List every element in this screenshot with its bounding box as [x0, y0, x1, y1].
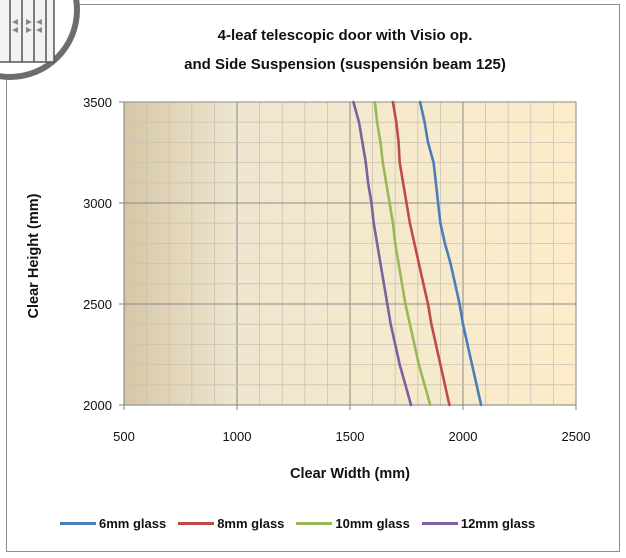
legend-swatch: [421, 522, 458, 525]
legend-item-3: 10mm glass: [296, 516, 410, 531]
legend-item-2: 8mm glass: [178, 516, 284, 531]
legend-label: 8mm glass: [217, 516, 285, 531]
y-tick-label: 3500: [83, 95, 112, 110]
chart-title-line2: and Side Suspension (suspensión beam 125…: [184, 56, 506, 73]
x-tick-label: 500: [113, 429, 135, 444]
legend-swatch: [178, 522, 215, 525]
legend-swatch: [296, 522, 333, 525]
series-line-2: [391, 100, 451, 407]
x-tick-label: 1500: [336, 429, 365, 444]
legend-swatch: [60, 522, 96, 525]
x-axis-label: Clear Width (mm): [290, 466, 410, 482]
legend-label: 12mm glass: [460, 516, 536, 531]
legend-label: 10mm glass: [335, 516, 410, 531]
series-line-3: [373, 100, 432, 407]
x-tick-label: 1000: [223, 429, 252, 444]
chart-title-line1: 4-leaf telescopic door with Visio op.: [217, 27, 473, 44]
y-tick-label: 2500: [83, 297, 112, 312]
legend-item-4: 12mm glass: [421, 516, 536, 531]
series-line-4: [352, 100, 413, 407]
x-tick-label: 2500: [562, 429, 591, 444]
x-tick-label: 2000: [449, 429, 478, 444]
y-tick-label: 3000: [83, 196, 112, 211]
y-tick-label: 2000: [83, 398, 112, 413]
series-line-1: [418, 100, 483, 407]
legend-label: 6mm glass: [99, 516, 167, 531]
door-logo-icon: [0, 0, 80, 80]
legend-item-1: 6mm glass: [60, 516, 166, 531]
legend: 6mm glass 8mm glass 10mm glass 12mm glass: [60, 516, 535, 531]
